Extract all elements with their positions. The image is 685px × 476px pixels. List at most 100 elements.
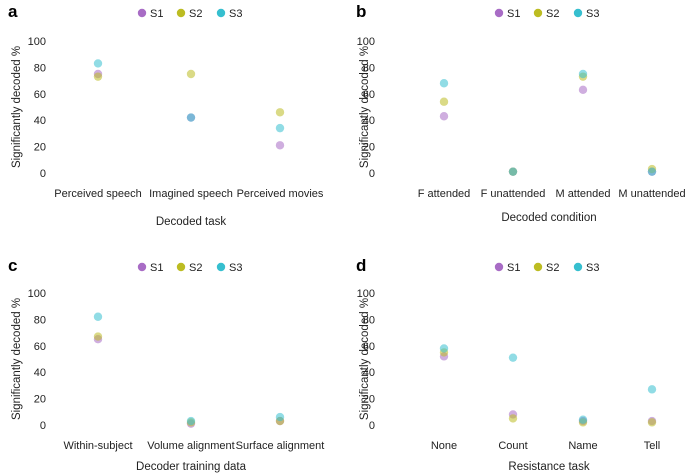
x-category-label: Imagined speech [149, 188, 233, 200]
y-axis-title: Significantly decoded % [359, 298, 371, 420]
data-point-s2 [275, 108, 285, 117]
data-point-s3 [275, 412, 285, 422]
data-point-s3 [439, 79, 449, 88]
y-axis-title: Significantly decoded % [11, 298, 23, 420]
data-point-s2 [186, 69, 196, 79]
x-category-label: Within-subject [63, 440, 132, 452]
legend-label-s3: S3 [229, 262, 242, 274]
x-category-label: Perceived speech [54, 188, 141, 200]
y-tick-label: 60 [34, 89, 46, 101]
data-point-s1 [578, 85, 588, 95]
data-point-s3 [508, 167, 518, 176]
legend-label-s1: S1 [150, 262, 163, 274]
legend-marker-s3 [573, 8, 583, 18]
x-category-label: None [431, 440, 457, 452]
legend-label-s2: S2 [546, 262, 559, 274]
y-tick-label: 0 [40, 420, 46, 432]
y-tick-label: 80 [363, 314, 375, 326]
y-tick-label: 40 [34, 115, 46, 127]
x-category-label: F attended [418, 188, 471, 200]
y-tick-label: 60 [363, 89, 375, 101]
y-tick-label: 80 [34, 62, 46, 74]
legend-marker-s1 [137, 8, 147, 18]
legend: S1 S2 S3 [494, 262, 599, 274]
x-category-label: M attended [555, 188, 610, 200]
y-tick-label: 100 [357, 288, 375, 300]
x-axis-title: Resistance task [508, 461, 589, 473]
legend-label-s3: S3 [229, 8, 242, 20]
chart-panel-a: a S1 S2 S3 Significantly decoded % 0 20 40 60 80 1… [8, 2, 324, 228]
legend-marker-s2 [533, 262, 543, 272]
chart-panel-b: b S1 S2 S3 Significantly decoded %0 20 40 60 80 1… [356, 2, 685, 224]
x-category-label: F unattended [481, 188, 546, 200]
data-point-s2 [508, 414, 518, 423]
x-category-label: Perceived movies [237, 188, 324, 200]
y-tick-label: 40 [34, 367, 46, 379]
y-tick-label: 80 [34, 314, 46, 326]
data-point-s1 [275, 141, 285, 150]
y-tick-label: 100 [357, 36, 375, 48]
legend-marker-s3 [216, 262, 226, 272]
legend-marker-s2 [176, 8, 186, 18]
data-point-s3 [93, 59, 103, 68]
data-point-s3 [578, 69, 588, 79]
data-point-s3 [647, 167, 657, 176]
y-tick-label: 20 [34, 142, 46, 154]
x-axis-title: Decoded task [156, 216, 227, 228]
legend-label-s1: S1 [150, 8, 163, 20]
data-point-s2 [647, 418, 657, 427]
data-point-s3 [578, 415, 588, 424]
x-axis-title: Decoded condition [501, 212, 596, 224]
legend-marker-s1 [137, 262, 147, 272]
legend-marker-s1 [494, 8, 504, 18]
y-tick-label: 80 [363, 62, 375, 74]
y-tick-label: 20 [34, 394, 46, 406]
data-point-s3 [93, 312, 103, 321]
x-category-label: Name [568, 440, 597, 452]
y-tick-label: 60 [363, 341, 375, 353]
data-point-s2 [93, 332, 103, 341]
x-category-label: M unattended [618, 188, 685, 200]
panel-letter: b [356, 2, 366, 21]
y-tick-label: 100 [28, 288, 46, 300]
legend-label-s2: S2 [189, 262, 202, 274]
panel-letter: c [8, 256, 17, 275]
data-point-s2 [439, 97, 449, 106]
y-tick-label: 20 [363, 394, 375, 406]
legend: S1 S2 S3 [494, 8, 599, 20]
legend-label-s1: S1 [507, 8, 520, 20]
legend-marker-s2 [176, 262, 186, 272]
panel-letter: d [356, 256, 366, 275]
legend-label-s1: S1 [507, 262, 520, 274]
x-category-label: Surface alignment [236, 440, 325, 452]
data-point-s3 [186, 416, 196, 426]
data-point-s3 [508, 353, 518, 362]
legend-marker-s2 [533, 8, 543, 18]
x-category-label: Count [498, 440, 527, 452]
legend-label-s3: S3 [586, 262, 599, 274]
x-category-label: Tell [644, 440, 661, 452]
legend: S1 S2 S3 [137, 262, 242, 274]
data-point-s1 [439, 112, 449, 121]
legend-marker-s3 [573, 262, 583, 272]
y-tick-label: 60 [34, 341, 46, 353]
legend-label-s3: S3 [586, 8, 599, 20]
y-tick-label: 100 [28, 36, 46, 48]
y-tick-label: 0 [369, 420, 375, 432]
legend-marker-s3 [216, 8, 226, 18]
y-axis-title: Significantly decoded % [359, 46, 371, 168]
y-tick-label: 0 [369, 168, 375, 180]
panel-letter: a [8, 2, 18, 21]
chart-panel-c: c S1 S2 S3 Significantly decoded % 0 20 40 60 80 1… [8, 256, 324, 473]
legend-marker-s1 [494, 262, 504, 272]
y-tick-label: 40 [363, 115, 375, 127]
x-category-label: Volume alignment [147, 440, 234, 452]
x-axis-title: Decoder training data [136, 461, 247, 473]
y-tick-label: 40 [363, 367, 375, 379]
legend: S1 S2 S3 [137, 8, 242, 20]
data-point-s2 [93, 72, 103, 81]
y-tick-label: 0 [40, 168, 46, 180]
chart-panel-d: d S1 S2 S3 Significantly decoded %0 20 40 60 80 1… [356, 256, 660, 473]
data-point-s3 [439, 344, 449, 353]
